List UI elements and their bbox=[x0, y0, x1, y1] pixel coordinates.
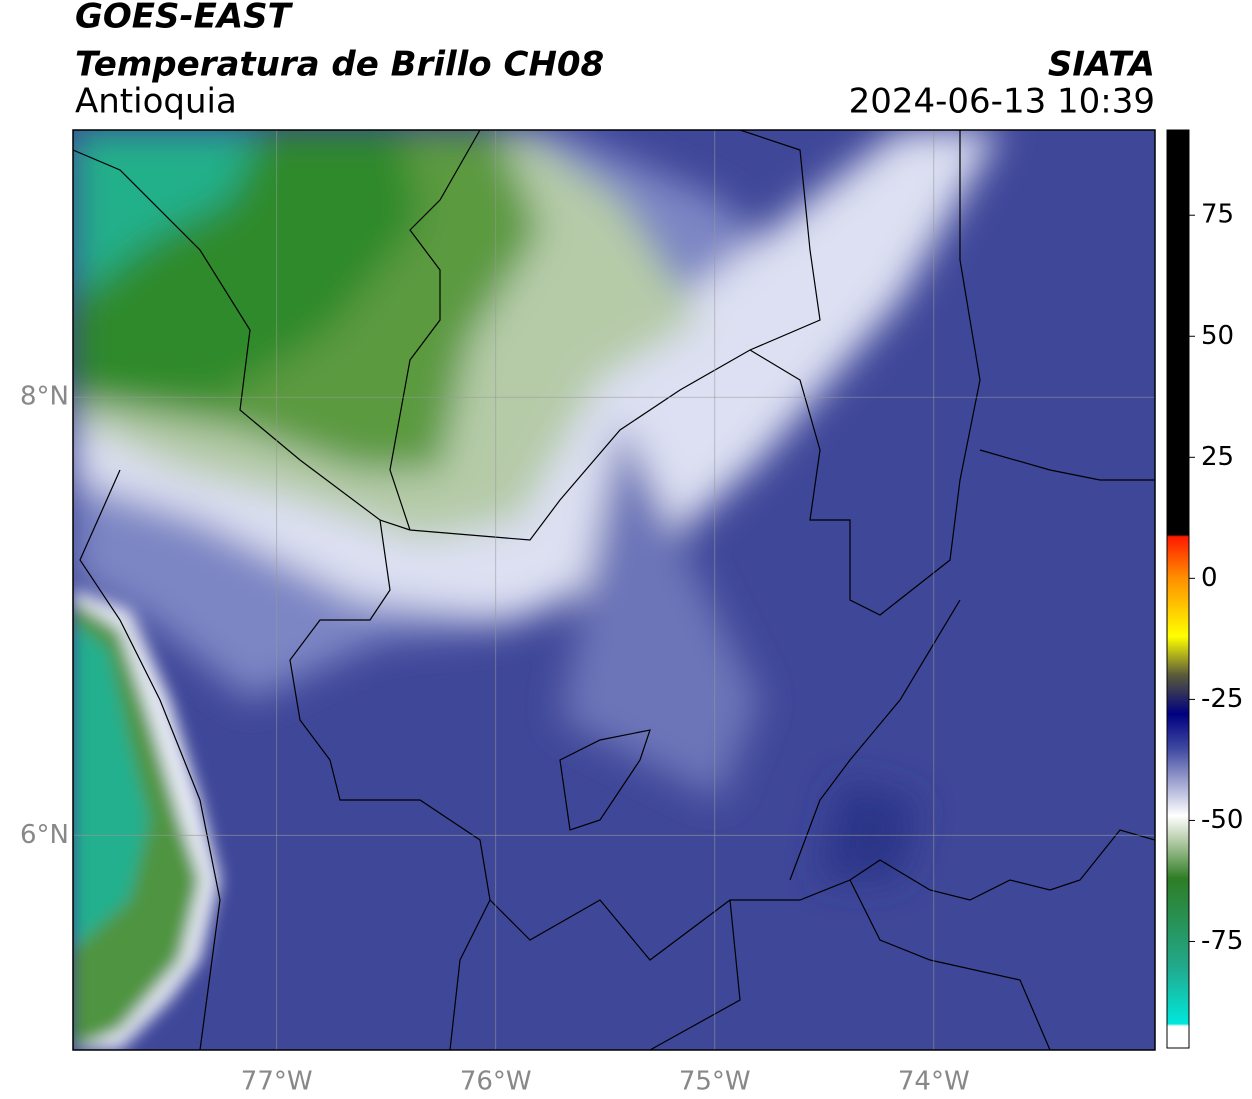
y-tick-label: 6°N bbox=[20, 820, 69, 850]
colorbar-tick-label: -75 bbox=[1201, 926, 1243, 956]
map-frame bbox=[72, 129, 1156, 1051]
timestamp: 2024-06-13 10:39 bbox=[849, 82, 1155, 122]
colorbar bbox=[1166, 129, 1190, 1049]
colorbar-tick-label: 0 bbox=[1201, 563, 1218, 593]
colorbar-tick-label: -25 bbox=[1201, 684, 1243, 714]
x-tick-label: 75°W bbox=[679, 1067, 751, 1097]
colorbar-tick-label: 50 bbox=[1201, 321, 1234, 351]
x-tick-label: 77°W bbox=[241, 1067, 313, 1097]
x-tick-label: 74°W bbox=[898, 1067, 970, 1097]
colorbar-tick-label: 75 bbox=[1201, 200, 1234, 230]
y-tick-label: 8°N bbox=[20, 382, 69, 412]
colorbar-tick-label: 25 bbox=[1201, 442, 1234, 472]
region: Antioquia bbox=[75, 82, 237, 122]
x-tick-label: 76°W bbox=[460, 1067, 532, 1097]
map-image bbox=[73, 130, 1155, 1050]
source: SIATA bbox=[1048, 45, 1155, 85]
subtitle: Temperatura de Brillo CH08 bbox=[75, 45, 604, 85]
colorbar-tick-label: -50 bbox=[1201, 805, 1243, 835]
title: GOES-EAST bbox=[75, 0, 294, 37]
